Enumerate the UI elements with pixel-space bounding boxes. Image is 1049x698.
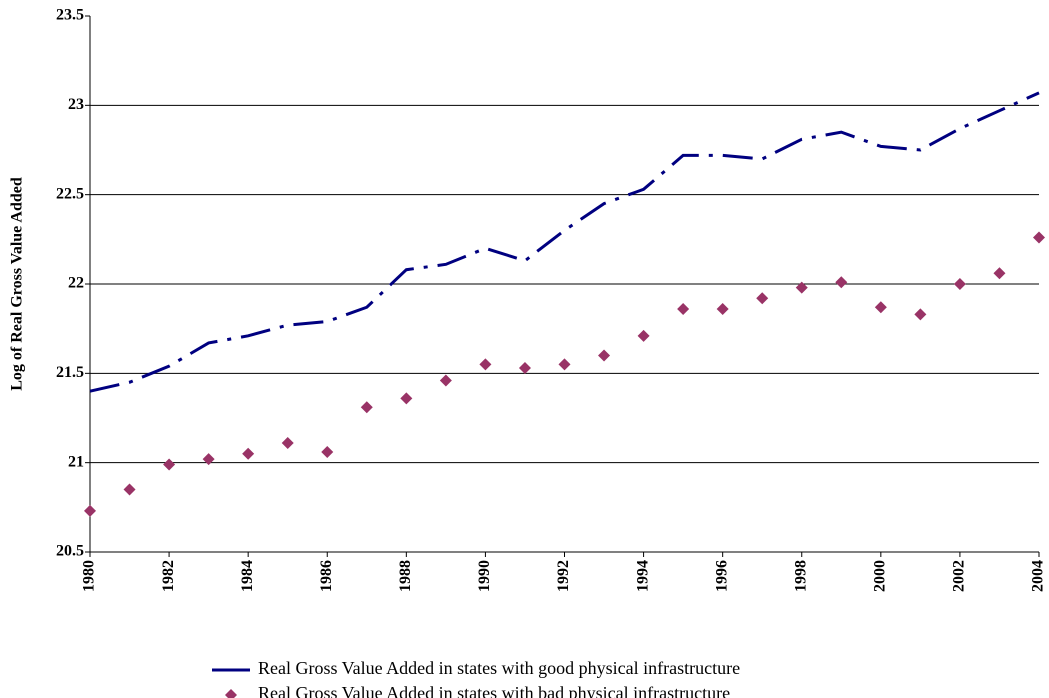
marker bbox=[202, 453, 215, 466]
x-tick-label: 1982 bbox=[160, 560, 177, 592]
marker bbox=[795, 281, 808, 294]
y-tick-label: 21 bbox=[68, 453, 84, 470]
marker bbox=[993, 267, 1006, 280]
x-tick-label: 1988 bbox=[397, 560, 414, 592]
x-tick-label: 1996 bbox=[713, 560, 730, 592]
marker bbox=[756, 292, 769, 305]
x-tick-label: 2000 bbox=[872, 560, 889, 592]
marker bbox=[874, 301, 887, 314]
y-tick-label: 22 bbox=[68, 275, 84, 292]
marker bbox=[400, 392, 413, 405]
marker bbox=[716, 303, 729, 316]
x-tick-label: 1998 bbox=[792, 560, 809, 592]
marker bbox=[677, 303, 690, 316]
marker bbox=[281, 437, 294, 450]
legend-label: Real Gross Value Added in states with go… bbox=[258, 658, 740, 678]
marker bbox=[321, 445, 334, 458]
marker bbox=[637, 329, 650, 342]
marker bbox=[479, 358, 492, 371]
marker bbox=[84, 504, 96, 517]
x-tick-label: 2004 bbox=[1030, 560, 1047, 592]
x-tick-label: 1992 bbox=[555, 560, 572, 592]
x-tick-label: 1990 bbox=[476, 560, 493, 592]
y-tick-label: 21.5 bbox=[56, 364, 84, 381]
y-axis-label: Log of Real Gross Value Added bbox=[9, 177, 26, 391]
marker bbox=[914, 308, 927, 321]
legend-marker bbox=[225, 689, 237, 698]
legend-label: Real Gross Value Added in states with ba… bbox=[258, 683, 730, 698]
marker bbox=[953, 278, 966, 290]
marker bbox=[1033, 231, 1045, 244]
marker bbox=[242, 447, 255, 460]
x-tick-label: 1984 bbox=[239, 560, 256, 592]
marker bbox=[439, 374, 452, 387]
marker bbox=[163, 458, 176, 471]
line bbox=[89, 91, 1040, 393]
marker bbox=[123, 483, 136, 496]
x-tick-label: 1986 bbox=[318, 560, 335, 592]
marker bbox=[360, 401, 373, 414]
x-tick-label: 1994 bbox=[634, 560, 651, 592]
y-tick-label: 22.5 bbox=[56, 185, 84, 202]
y-tick-label: 23 bbox=[68, 96, 84, 113]
marker bbox=[835, 276, 848, 289]
x-tick-label: 2002 bbox=[951, 560, 968, 592]
y-tick-label: 20.5 bbox=[56, 543, 84, 560]
x-tick-label: 1980 bbox=[81, 560, 98, 592]
y-tick-label: 23.5 bbox=[56, 7, 84, 24]
marker bbox=[598, 349, 611, 362]
marker bbox=[558, 358, 571, 371]
marker bbox=[518, 361, 531, 374]
